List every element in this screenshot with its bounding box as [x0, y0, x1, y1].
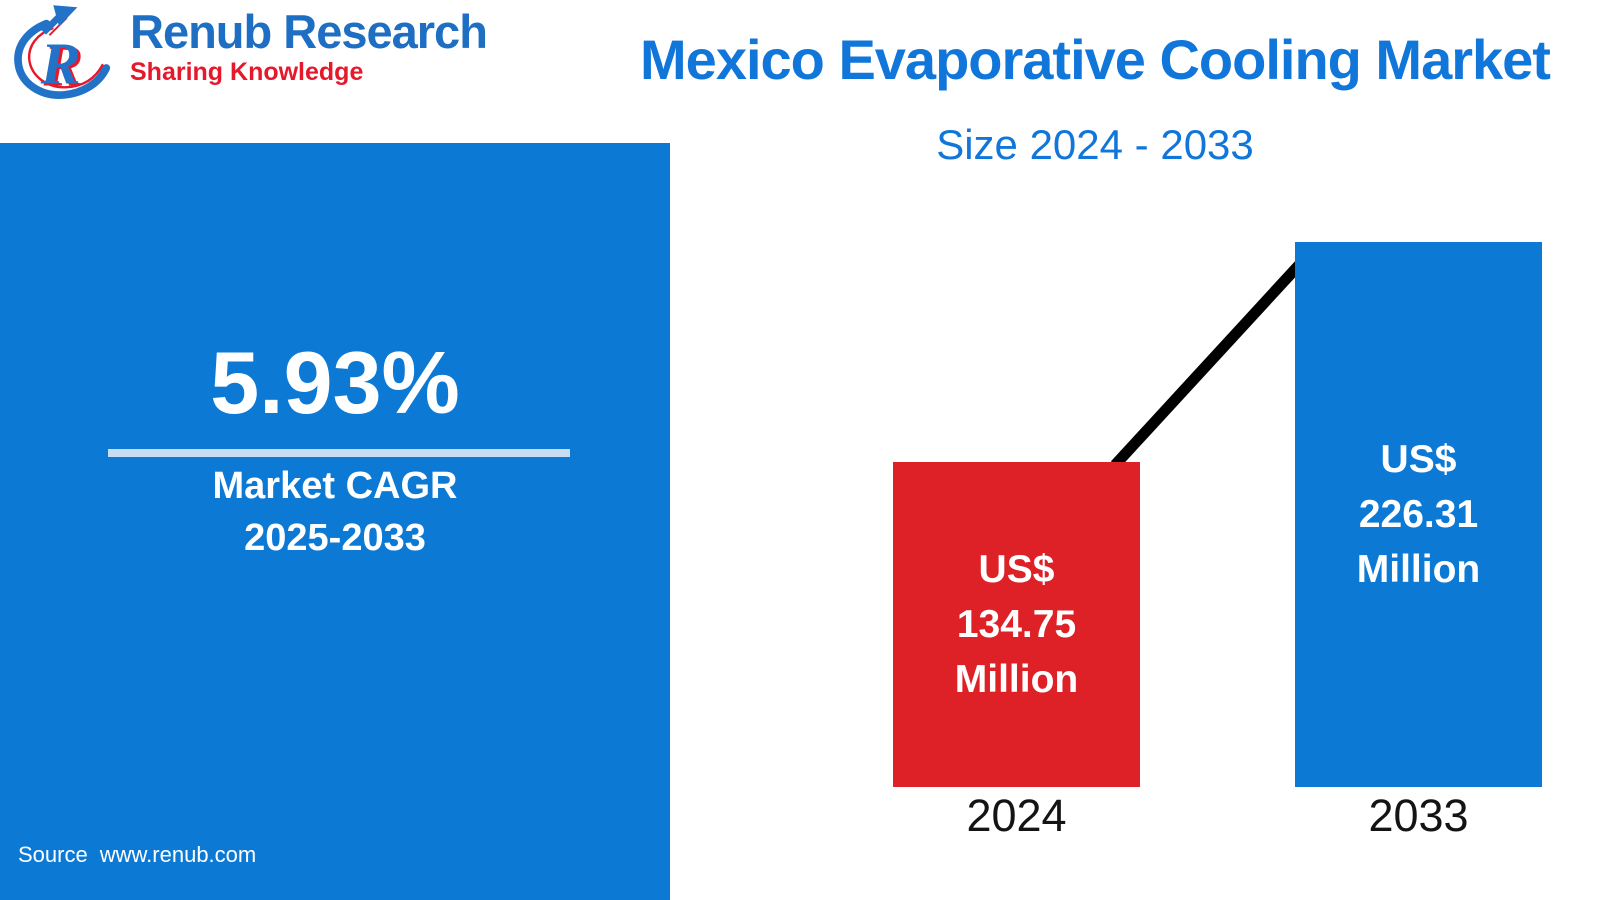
- brand-name: Renub Research: [130, 5, 488, 58]
- cagr-label: Market CAGR: [212, 465, 458, 507]
- bar-2033: US$ 226.31 Million: [1295, 242, 1542, 787]
- renub-logo-icon: R R: [14, 5, 111, 99]
- cagr-panel: 5.93% Market CAGR 2025-2033 Source www.re…: [0, 143, 670, 900]
- bar-2033-unit: Million: [1356, 548, 1481, 591]
- brand-text: Renub Research Sharing Knowledge: [130, 2, 488, 87]
- x-axis-label-2033: 2033: [1368, 790, 1469, 841]
- bar-2024: US$ 134.75 Million: [893, 462, 1140, 787]
- bar-2033-value-label: US$ 226.31 Million: [1357, 432, 1480, 597]
- page-subtitle: Size 2024 - 2033: [936, 121, 1254, 169]
- bar-2024-unit: Million: [954, 658, 1079, 701]
- brand-block: R R Renub Research Sharing Knowledge: [8, 2, 488, 104]
- x-axis-label-2024: 2024: [966, 790, 1067, 841]
- source-label: Source: [18, 842, 88, 867]
- cagr-divider: [108, 449, 570, 457]
- svg-text:R: R: [43, 32, 84, 98]
- title-block: Mexico Evaporative Cooling Market Size 2…: [600, 0, 1590, 166]
- bar-2024-value-label: US$ 134.75 Million: [955, 542, 1078, 707]
- bar-2033-amount: 226.31: [1358, 493, 1479, 536]
- bar-2033-currency: US$: [1380, 438, 1457, 481]
- page-title: Mexico Evaporative Cooling Market: [640, 28, 1551, 91]
- source-line: Source www.renub.com: [18, 842, 256, 868]
- bar-2024-amount: 134.75: [956, 603, 1077, 646]
- brand-tagline: Sharing Knowledge: [130, 58, 364, 86]
- svg-text:R: R: [40, 30, 81, 96]
- cagr-value: 5.93%: [210, 333, 460, 432]
- bar-2024-currency: US$: [978, 548, 1055, 591]
- cagr-period: 2025-2033: [244, 517, 426, 559]
- source-url: www.renub.com: [99, 842, 257, 867]
